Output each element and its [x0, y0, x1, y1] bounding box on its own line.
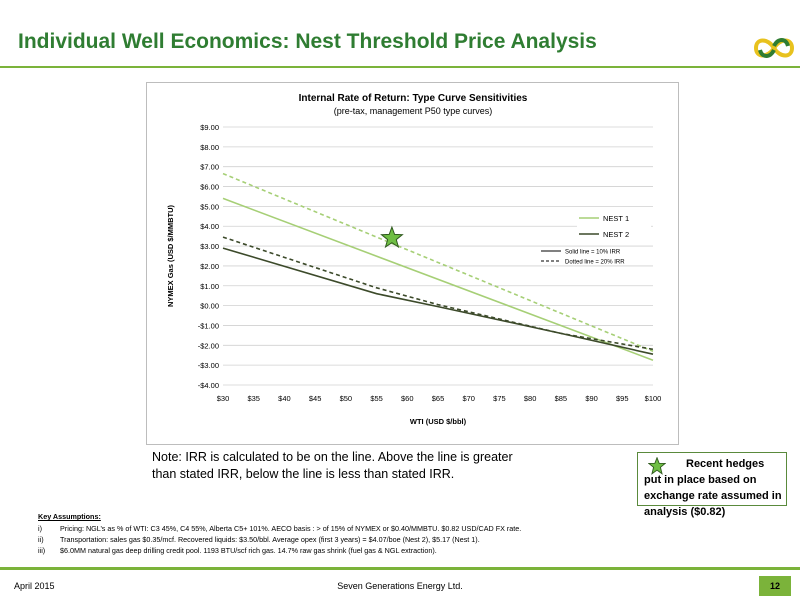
seven-generations-logo-icon — [753, 38, 795, 58]
y-tick-label: -$3.00 — [198, 361, 219, 370]
assumption-text: $6.0MM natural gas deep drilling credit … — [60, 546, 437, 555]
x-tick-label: $55 — [370, 394, 383, 403]
series-line — [222, 197, 654, 361]
assumption-number: i) — [38, 524, 42, 533]
y-tick-label: $8.00 — [200, 143, 219, 152]
chart-title: Internal Rate of Return: Type Curve Sens… — [299, 93, 528, 104]
y-tick-label: $4.00 — [200, 222, 219, 231]
y-tick-label: $7.00 — [200, 163, 219, 172]
series-line — [222, 247, 654, 355]
key-assumptions: Key Assumptions: i) Pricing: NGL’s as % … — [38, 512, 738, 556]
assumption-number: ii) — [38, 535, 44, 544]
x-tick-label: $40 — [278, 394, 291, 403]
assumption-item: ii) Transportation: sales gas $0.35/mcf.… — [38, 534, 738, 545]
footer-date: April 2015 — [14, 581, 55, 591]
legend-label: NEST 2 — [603, 230, 629, 239]
x-tick-label: $50 — [340, 394, 353, 403]
legend-box — [577, 209, 651, 243]
chart-panel: Internal Rate of Return: Type Curve Sens… — [146, 82, 679, 445]
assumption-number: iii) — [38, 546, 46, 555]
assumption-text: Transportation: sales gas $0.35/mcf. Rec… — [60, 535, 480, 544]
x-tick-label: $95 — [616, 394, 629, 403]
y-tick-label: -$1.00 — [198, 321, 219, 330]
hedge-callout: Recent hedges put in place based on exch… — [637, 452, 787, 518]
x-tick-label: $35 — [247, 394, 260, 403]
assumption-item: i) Pricing: NGL’s as % of WTI: C3 45%, C… — [38, 523, 738, 534]
x-tick-label: $60 — [401, 394, 414, 403]
x-tick-label: $30 — [217, 394, 230, 403]
x-tick-label: $75 — [493, 394, 506, 403]
y-tick-label: $6.00 — [200, 183, 219, 192]
series-line — [222, 236, 654, 351]
page-number: 12 — [759, 576, 791, 596]
y-axis-label: NYMEX Gas (USD $/MMBTU) — [166, 204, 175, 307]
y-tick-label: -$4.00 — [198, 381, 219, 390]
chart-subtitle: (pre-tax, management P50 type curves) — [334, 106, 493, 116]
x-tick-label: $45 — [309, 394, 322, 403]
legend-label: Dotted line = 20% IRR — [565, 260, 625, 266]
y-tick-label: $9.00 — [200, 123, 219, 132]
hedge-callout-text: Recent hedges put in place based on exch… — [644, 458, 782, 518]
slide-title: Individual Well Economics: Nest Threshol… — [18, 30, 597, 53]
assumptions-title: Key Assumptions: — [38, 512, 101, 521]
x-tick-label: $70 — [462, 394, 475, 403]
legend-label: NEST 1 — [603, 214, 629, 223]
assumption-text: Pricing: NGL’s as % of WTI: C3 45%, C4 5… — [60, 524, 522, 533]
legend-label: Solid line = 10% IRR — [565, 250, 621, 256]
x-tick-label: $90 — [585, 394, 598, 403]
irr-note: Note: IRR is calculated to be on the lin… — [152, 450, 513, 481]
x-tick-label: $80 — [524, 394, 537, 403]
series-line — [222, 172, 654, 353]
y-tick-label: $3.00 — [200, 242, 219, 251]
y-tick-label: $5.00 — [200, 202, 219, 211]
y-tick-label: $2.00 — [200, 262, 219, 271]
star-icon — [380, 225, 404, 249]
x-tick-label: $85 — [555, 394, 568, 403]
star-icon — [648, 457, 666, 475]
y-tick-label: $1.00 — [200, 282, 219, 291]
assumption-item: iii) $6.0MM natural gas deep drilling cr… — [38, 545, 738, 556]
irr-sensitivity-chart: Internal Rate of Return: Type Curve Sens… — [166, 93, 662, 426]
footer: Seven Generations Energy Ltd. April 2015… — [0, 567, 800, 603]
y-tick-label: $0.00 — [200, 302, 219, 311]
y-tick-label: -$2.00 — [198, 341, 219, 350]
x-axis-label: WTI (USD $/bbl) — [410, 417, 467, 426]
x-tick-label: $65 — [432, 394, 445, 403]
x-tick-label: $100 — [645, 394, 662, 403]
title-divider — [0, 66, 800, 68]
footer-company: Seven Generations Energy Ltd. — [337, 581, 463, 591]
